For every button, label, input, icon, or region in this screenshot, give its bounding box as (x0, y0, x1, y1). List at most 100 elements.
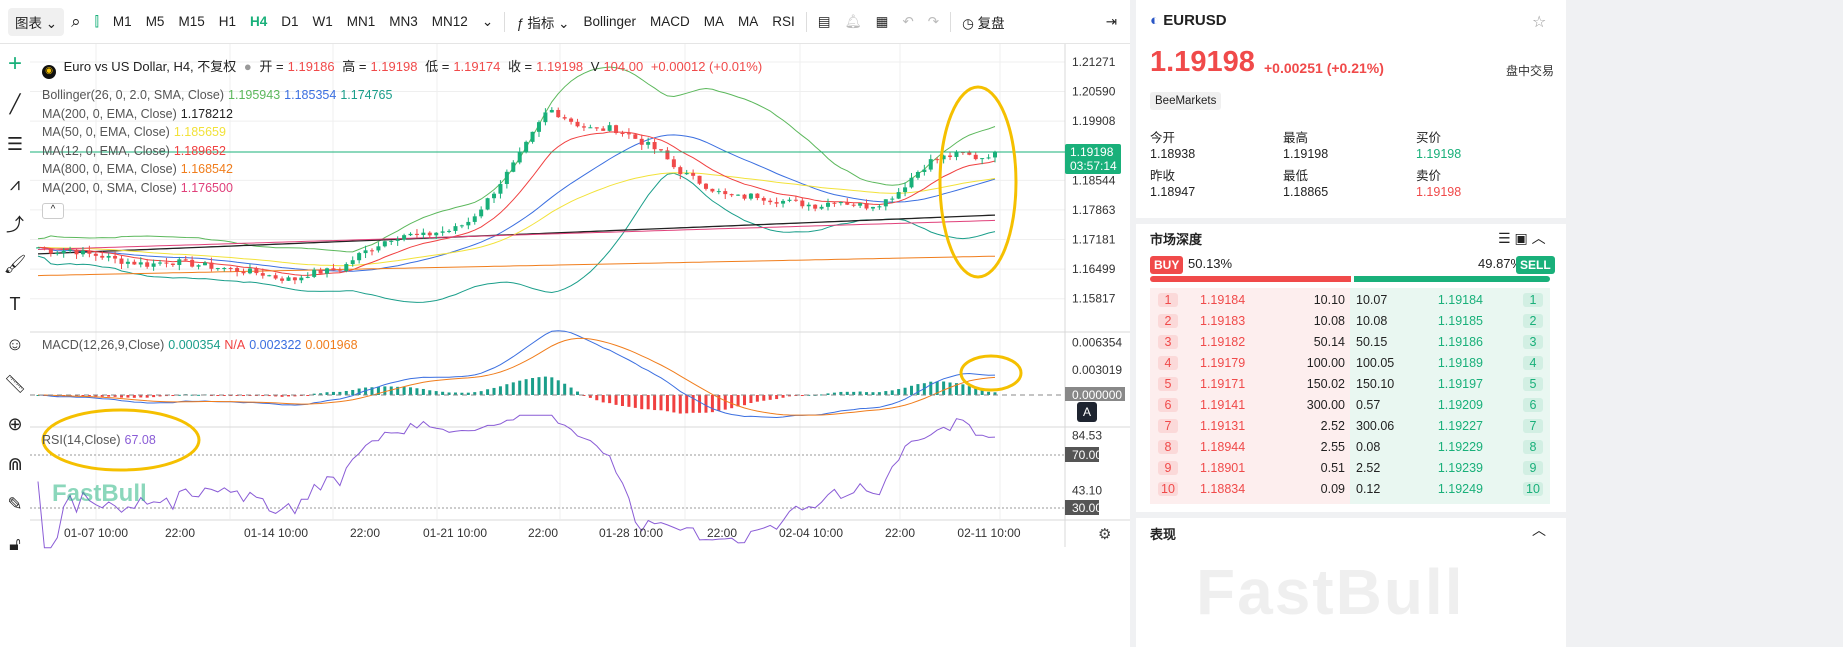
timeframe-mn3[interactable]: MN3 (389, 14, 418, 29)
projection-icon[interactable]: ⤴ (6, 215, 24, 235)
ruler-icon[interactable]: 📏︎ (3, 373, 27, 394)
indicator-value: 1.185354 (284, 88, 337, 102)
collapse-legend-button[interactable]: ^ (42, 203, 64, 219)
bid-price: 1.19131 (1200, 419, 1246, 433)
indicators-button[interactable]: ƒ 指标 ⌄ (516, 15, 570, 31)
candle-body (575, 121, 580, 127)
timeframe-more-icon[interactable]: ⌄ (481, 13, 494, 29)
broker-badge[interactable]: BeeMarkets (1150, 92, 1222, 110)
ask-side-bg (1350, 288, 1550, 504)
search-icon[interactable]: ⌕ (71, 11, 81, 31)
favorite-star-icon[interactable]: ☆ (1532, 14, 1547, 31)
timeframe-m15[interactable]: M15 (178, 14, 205, 29)
indicator-value: 1.195943 (228, 88, 281, 102)
macd-histogram-bar (531, 378, 535, 395)
candle-body (492, 193, 497, 199)
indicator-legend-row[interactable]: MA(200, 0, SMA, Close) 1.176500 (42, 181, 396, 200)
redo-icon[interactable]: ↷ (927, 13, 940, 29)
pattern-icon[interactable]: ⩘ (9, 173, 21, 194)
macd-histogram-bar (466, 392, 470, 395)
symbol-header: ◐ EURUSD (1150, 12, 1227, 29)
price-chart[interactable]: 1.21271 1.20590 1.19908 1.18544 1.17863 1.171… (30, 44, 1130, 647)
collapse-icon[interactable]: ︿ (1531, 230, 1546, 246)
indicator-value: 1.174765 (340, 88, 393, 102)
depth-row: 2 1.19183 10.08 10.08 1.19185 2 (1150, 313, 1550, 333)
candle-body (967, 152, 972, 155)
bid-price: 1.19182 (1200, 335, 1246, 349)
indicator-legend-row[interactable]: Bollinger(26, 0, 2.0, SMA, Close) 1.19594… (42, 88, 396, 107)
stat-label: 卖价 (1416, 169, 1442, 183)
timeframe-mn12[interactable]: MN12 (431, 14, 468, 29)
timeframe-m5[interactable]: M5 (145, 14, 165, 29)
crosshair-icon[interactable]: + (7, 50, 22, 77)
macd-histogram-bar (704, 395, 708, 413)
annotation-ellipse[interactable] (938, 85, 1018, 279)
undo-icon[interactable]: ↶ (902, 13, 914, 29)
lock-icon[interactable]: 🔓︎ (9, 533, 21, 554)
timeframe-w1[interactable]: W1 (312, 14, 333, 29)
layout-icon[interactable]: ▤ (817, 13, 831, 29)
timeframe-h4[interactable]: H4 (249, 14, 268, 29)
book-icon[interactable]: ▣ (1514, 230, 1528, 246)
magnet-icon[interactable]: ⋒ (7, 453, 23, 474)
exit-fullscreen-icon[interactable]: ⇥ (1105, 13, 1117, 29)
trend-line-icon[interactable]: ╱ (9, 93, 21, 114)
lock-drawing-icon[interactable]: ✎ (7, 493, 23, 514)
rsi-level-tag (1065, 500, 1099, 515)
expand-icon[interactable]: ︿ (1532, 522, 1546, 538)
timeframe-mn1[interactable]: MN1 (346, 14, 376, 29)
macd-histogram-bar (498, 386, 502, 395)
depth-row: 7 1.19131 2.52 300.06 1.19227 7 (1150, 418, 1550, 438)
fib-retracement-icon[interactable]: ☰ (6, 133, 24, 154)
chart-type-select[interactable]: 图表 ⌄ (8, 7, 65, 36)
indicator-legend-row[interactable]: MA(12, 0, EMA, Close) 1.189652 (42, 144, 396, 163)
emoji-icon[interactable]: ☺ (5, 333, 25, 354)
settings-gear-icon[interactable]: ⚙ (1098, 526, 1112, 543)
depth-row: 3 1.19182 50.14 50.15 1.19186 3 (1150, 334, 1550, 354)
candle-body (196, 265, 201, 267)
ema200-line (37, 214, 996, 255)
indicator-group: Bollinger MACD MA MA RSI (576, 10, 801, 33)
price-tick: 1.19908 (1072, 114, 1116, 128)
indicator-button-bollinger[interactable]: Bollinger (583, 14, 636, 29)
indicator-legend-row[interactable]: MA(50, 0, EMA, Close) 1.185659 (42, 125, 396, 144)
candle-body (986, 157, 991, 159)
timeframe-d1[interactable]: D1 (281, 14, 299, 29)
indicator-legend-row[interactable]: MA(800, 0, EMA, Close) 1.168542 (42, 162, 396, 181)
time-tick: 01-21 10:00 (423, 526, 487, 540)
macd-histogram-bar (453, 392, 457, 395)
text-icon[interactable]: T (9, 293, 21, 314)
indicator-button-macd[interactable]: MACD (650, 14, 690, 29)
stat-label: 买价 (1416, 131, 1442, 145)
calendar-icon[interactable]: ▦ (875, 13, 889, 29)
candle-body (761, 198, 766, 201)
timeframe-m1[interactable]: M1 (112, 14, 132, 29)
zoom-in-icon[interactable]: ⊕ (7, 413, 23, 434)
performance-title: 表现 (1150, 527, 1177, 542)
stat-item: 昨收 1.18947 (1150, 168, 1195, 200)
indicator-button-ma[interactable]: MA (738, 14, 759, 29)
macd-histogram-bar (75, 395, 79, 397)
candle-body (325, 268, 330, 274)
candlestick-icon[interactable]: ⫿ (94, 13, 99, 29)
chart-area[interactable]: 图表 ⌄ ⌕ ⫿ M1 M5 M15 H1 H4 D1 W1 MN1 MN3 MN12 ⌄ ƒ 指… (0, 0, 1130, 647)
annotation-ellipse[interactable] (41, 408, 201, 472)
candle-body (434, 232, 439, 236)
alert-icon[interactable]: 🔔︎ (844, 13, 862, 29)
indicator-button-rsi[interactable]: RSI (772, 14, 795, 29)
buy-percent: 50.13% (1188, 256, 1233, 271)
candle-body (228, 268, 233, 270)
auto-scale-button[interactable]: A (1077, 402, 1097, 422)
macd-histogram-bar (216, 395, 220, 396)
replay-button[interactable]: ◷ 复盘 (962, 15, 1005, 31)
timeframe-h1[interactable]: H1 (218, 14, 236, 29)
macd-histogram-bar (730, 395, 734, 409)
brush-icon[interactable]: 🖌︎ (3, 253, 27, 274)
list-icon[interactable]: ☰ (1498, 230, 1511, 246)
background (1566, 0, 1843, 647)
candle-body (408, 233, 413, 236)
annotation-ellipse[interactable] (959, 354, 1023, 392)
time-tick: 02-11 10:00 (957, 526, 1020, 540)
indicator-legend-row[interactable]: MA(200, 0, EMA, Close) 1.178212 (42, 107, 396, 126)
indicator-button-ma[interactable]: MA (703, 14, 724, 29)
